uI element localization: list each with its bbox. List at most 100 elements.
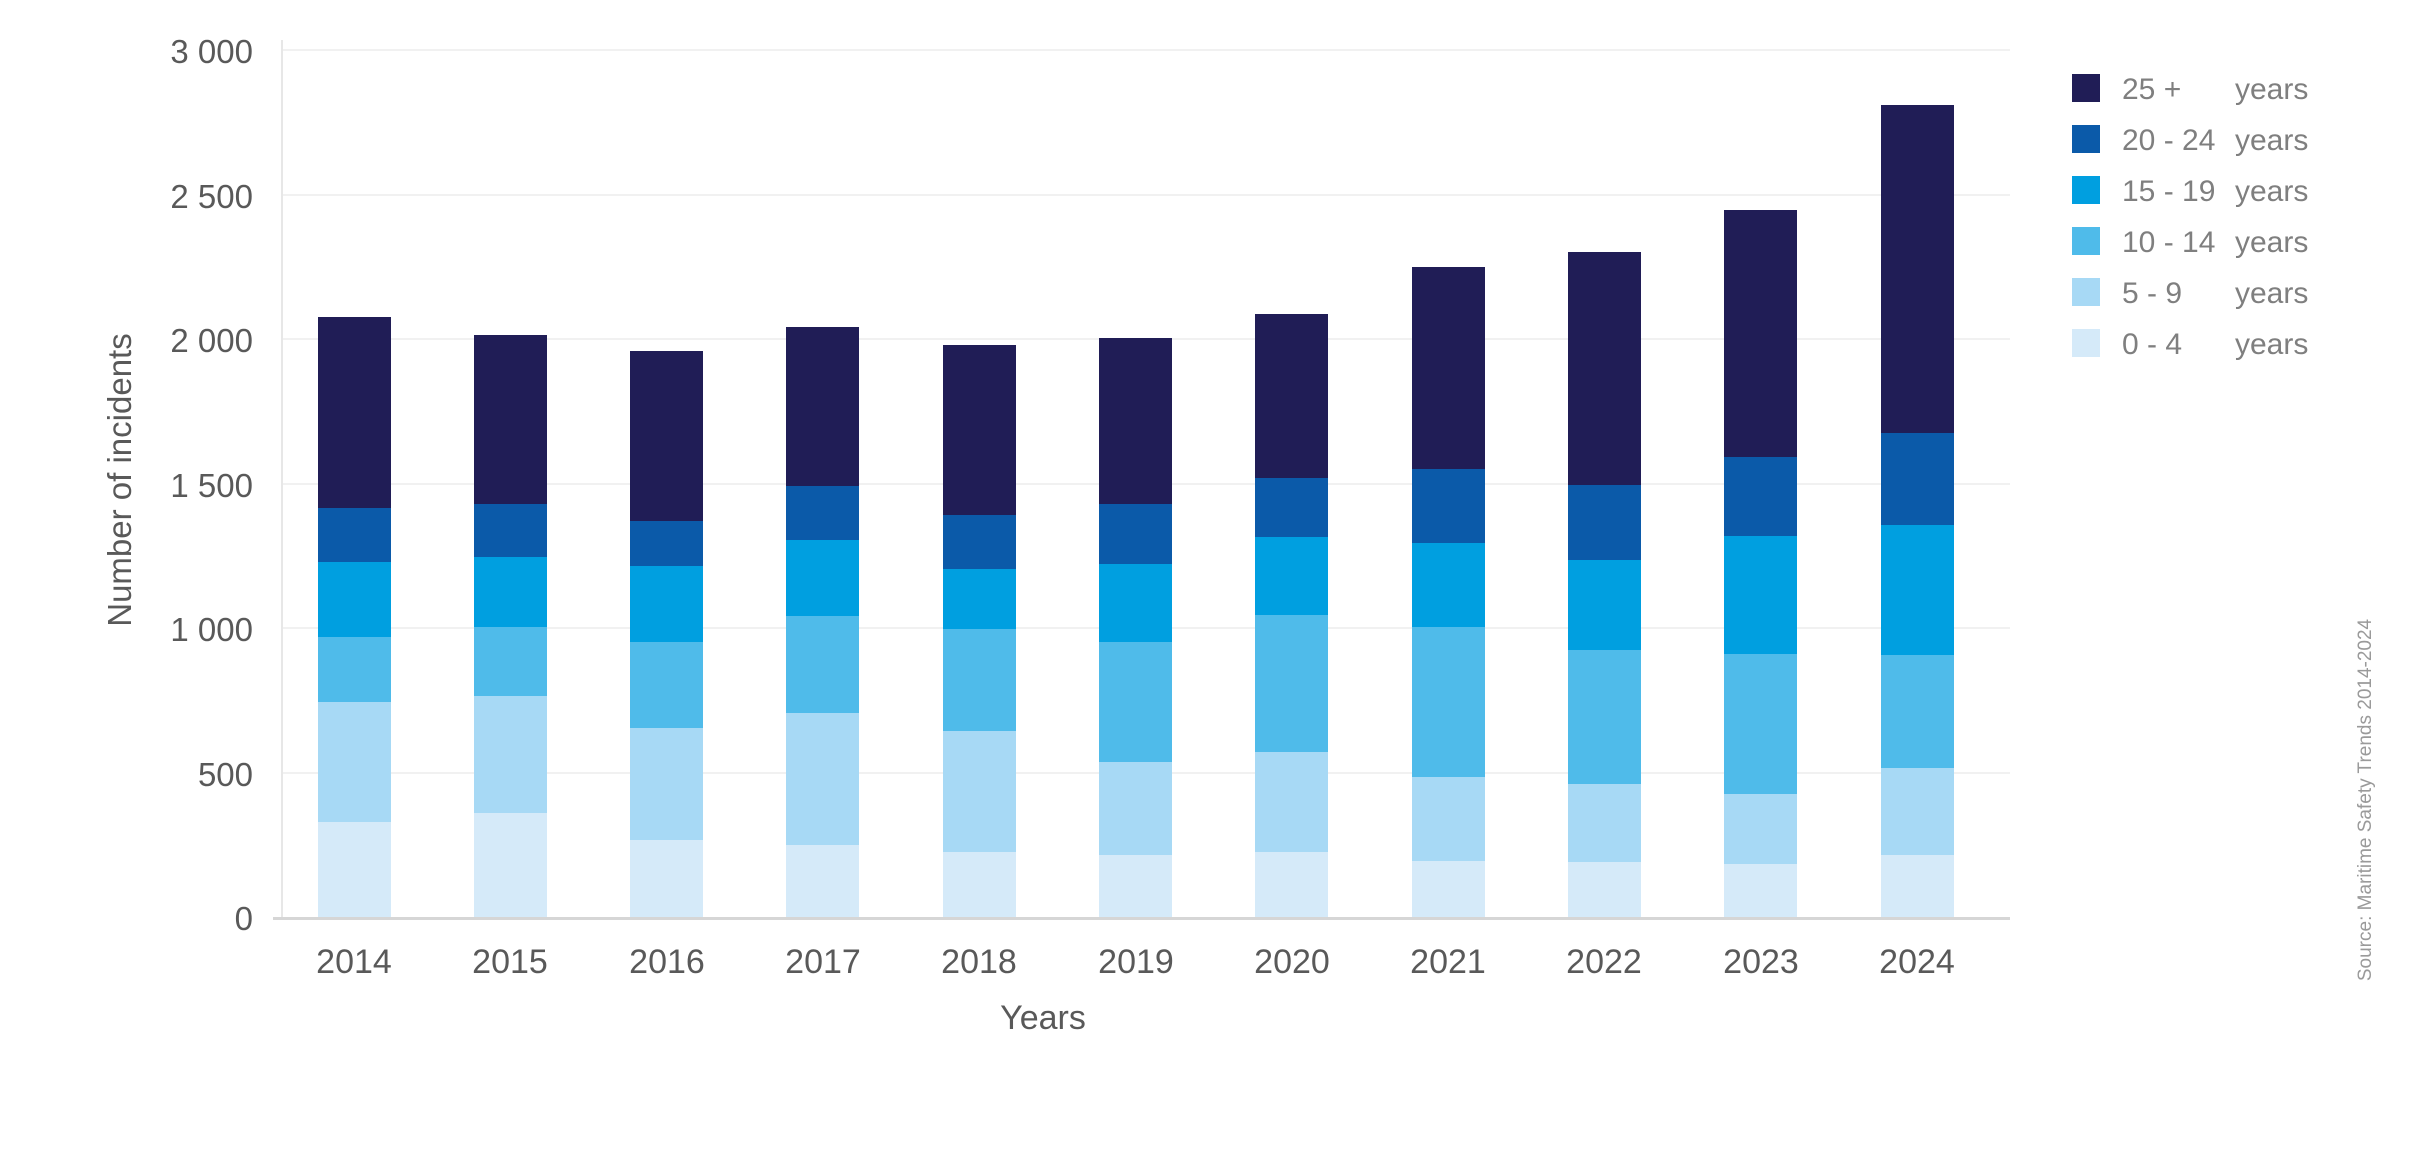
legend-item-15to19-years: 15 - 19 years <box>2072 175 2308 209</box>
x-tick-label-2019: 2019 <box>1098 943 1174 981</box>
legend-range-label: 25 + <box>2122 73 2182 106</box>
bar-2024-segment-15to19 <box>1881 525 1954 656</box>
bar-2021 <box>1412 266 1485 917</box>
bar-2022-segment-20to24 <box>1568 484 1641 561</box>
bar-2014 <box>318 317 391 917</box>
bar-2017-segment-0to4 <box>786 844 859 917</box>
legend-unit-label: years <box>2235 277 2309 310</box>
bar-2016-segment-25plus <box>630 350 703 522</box>
y-tick-label-2000: 2 000 <box>170 322 253 359</box>
x-axis-title: Years <box>1000 999 1086 1037</box>
bar-2018 <box>943 344 1016 917</box>
bar-2021-segment-25plus <box>1412 266 1485 470</box>
bar-2014-segment-15to19 <box>318 561 391 637</box>
y-tick-label-500: 500 <box>197 755 253 793</box>
bar-2021-segment-5to9 <box>1412 776 1485 861</box>
bar-2022-segment-15to19 <box>1568 560 1641 650</box>
legend-unit-label: years <box>2235 328 2309 361</box>
bar-2019-segment-0to4 <box>1099 854 1172 917</box>
bar-2020-segment-5to9 <box>1255 752 1328 852</box>
x-tick-label-2023: 2023 <box>1723 943 1799 981</box>
x-tick-label-2016: 2016 <box>629 943 705 981</box>
legend-swatch-icon <box>2072 278 2100 306</box>
bar-2017-segment-25plus <box>786 327 859 487</box>
bar-2022-segment-10to14 <box>1568 649 1641 785</box>
bar-2015 <box>474 334 547 917</box>
bar-2019-segment-20to24 <box>1099 503 1172 565</box>
bar-2024-segment-10to14 <box>1881 655 1954 769</box>
y-axis-title: Number of incidents <box>101 333 138 627</box>
bar-2018-segment-25plus <box>943 344 1016 516</box>
bar-2014-segment-5to9 <box>318 701 391 822</box>
bar-2017-segment-20to24 <box>786 486 859 540</box>
gridline-2500 <box>281 193 2010 196</box>
bar-2024-segment-20to24 <box>1881 432 1954 526</box>
bar-2023-segment-10to14 <box>1724 654 1797 795</box>
bar-2019-segment-10to14 <box>1099 642 1172 763</box>
x-tick-label-2017: 2017 <box>785 943 861 981</box>
legend-item-10to14-years: 10 - 14 years <box>2072 226 2308 260</box>
bar-2024-segment-5to9 <box>1881 768 1954 855</box>
y-tick-label-1500: 1 500 <box>170 466 253 504</box>
bar-2024 <box>1881 104 1954 917</box>
x-tick-label-2014: 2014 <box>316 943 392 981</box>
x-axis-line <box>273 917 2010 920</box>
legend-range-label: 0 - 4 <box>2122 328 2183 361</box>
legend-item-20to24-years: 20 - 24 years <box>2072 124 2308 158</box>
bar-2018-segment-5to9 <box>943 730 1016 852</box>
x-tick-label-2022: 2022 <box>1566 943 1642 981</box>
legend-unit-label: years <box>2235 226 2309 259</box>
bar-2022-segment-5to9 <box>1568 784 1641 863</box>
x-tick-label-2020: 2020 <box>1254 943 1330 981</box>
bar-2019 <box>1099 337 1172 917</box>
y-tick-label-0: 0 <box>234 900 253 937</box>
bar-2019-segment-25plus <box>1099 337 1172 504</box>
bar-2016-segment-5to9 <box>630 727 703 841</box>
x-tick-label-2024: 2024 <box>1879 943 1955 981</box>
bar-2022-segment-25plus <box>1568 252 1641 485</box>
y-tick-label-2500: 2 500 <box>170 177 253 215</box>
bar-2017-segment-5to9 <box>786 713 859 845</box>
bar-2014-segment-20to24 <box>318 508 391 562</box>
bar-2016-segment-0to4 <box>630 840 703 917</box>
bar-2014-segment-25plus <box>318 317 391 509</box>
legend-item-0to4-years: 0 - 4 years <box>2072 328 2308 362</box>
bar-2023-segment-0to4 <box>1724 863 1797 917</box>
legend-unit-label: years <box>2235 124 2309 157</box>
legend-swatch-icon <box>2072 125 2100 153</box>
bar-2018-segment-20to24 <box>943 515 1016 569</box>
legend-unit-label: years <box>2235 73 2309 106</box>
bar-2015-segment-5to9 <box>474 695 547 813</box>
legend-swatch-icon <box>2072 74 2100 102</box>
bar-2020-segment-15to19 <box>1255 536 1328 615</box>
bar-2022 <box>1568 252 1641 917</box>
bar-2019-segment-15to19 <box>1099 564 1172 643</box>
bar-2016-segment-15to19 <box>630 565 703 643</box>
bar-2020-segment-25plus <box>1255 314 1328 478</box>
legend-swatch-icon <box>2072 329 2100 357</box>
bar-2018-segment-0to4 <box>943 851 1016 917</box>
y-tick-label-1000: 1 000 <box>170 611 253 648</box>
gridline-3000 <box>281 49 2010 51</box>
y-axis-line <box>281 40 283 917</box>
legend-item-25plus-years: 25 + years <box>2072 73 2308 107</box>
bar-2014-segment-10to14 <box>318 636 391 702</box>
bar-2020-segment-20to24 <box>1255 477 1328 537</box>
bar-2015-segment-20to24 <box>474 503 547 558</box>
bar-2024-segment-0to4 <box>1881 854 1954 917</box>
bar-2017-segment-15to19 <box>786 539 859 617</box>
x-tick-label-2015: 2015 <box>472 943 548 981</box>
bar-2021-segment-15to19 <box>1412 542 1485 627</box>
bar-2018-segment-15to19 <box>943 568 1016 630</box>
legend-item-5to9-years: 5 - 9 years <box>2072 277 2308 311</box>
legend-range-label: 20 - 24 <box>2122 124 2216 157</box>
bar-2015-segment-0to4 <box>474 812 547 917</box>
bar-2015-segment-25plus <box>474 334 547 504</box>
y-tick-label-3000: 3 000 <box>170 33 253 70</box>
legend-range-label: 15 - 19 <box>2122 175 2216 208</box>
bar-2018-segment-10to14 <box>943 629 1016 731</box>
bar-2016-segment-10to14 <box>630 642 703 728</box>
legend-range-label: 10 - 14 <box>2122 226 2216 259</box>
bar-2014-segment-0to4 <box>318 821 391 917</box>
